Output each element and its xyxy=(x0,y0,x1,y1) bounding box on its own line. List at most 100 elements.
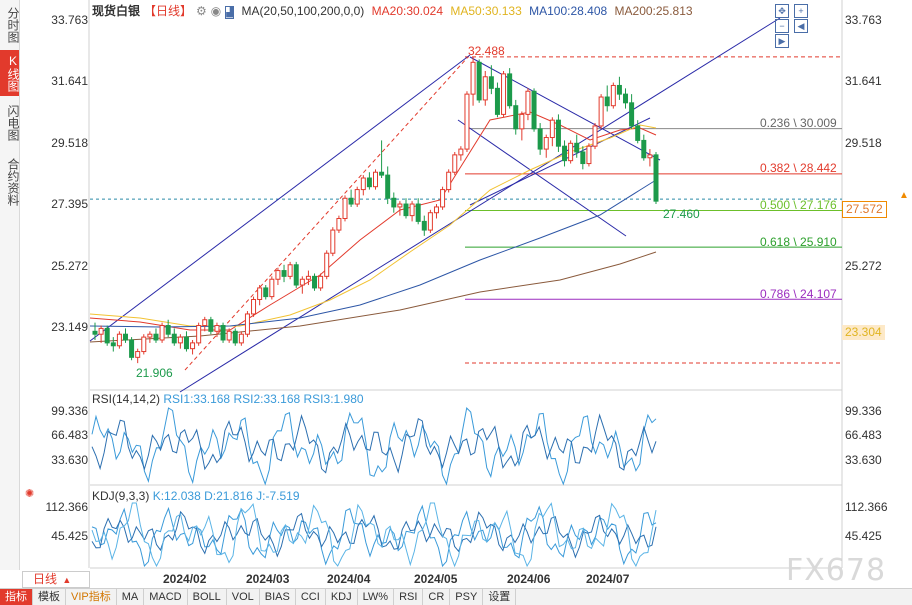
trend-channel-lower xyxy=(179,17,781,393)
kdj-k-value: K:12.038 xyxy=(152,489,201,503)
tab-lightning[interactable]: 闪电图 xyxy=(6,105,20,141)
candle-body xyxy=(379,171,385,176)
ma-price-badge: 23.304 xyxy=(842,325,885,340)
candle-body xyxy=(275,270,281,280)
kdj-legend: KDJ(9,3,3) K:12.038 D:21.816 J:-7.519 xyxy=(92,489,300,503)
candle-body xyxy=(452,154,458,173)
candle-body xyxy=(568,142,574,162)
kdj-tick-right: 112.366 xyxy=(845,500,888,514)
indicator-tab[interactable]: 指标 xyxy=(0,589,33,605)
indicator-tab[interactable]: VIP指标 xyxy=(66,589,117,605)
indicator-tab[interactable]: VOL xyxy=(227,589,260,605)
candle-body xyxy=(507,73,513,107)
scroll-right-icon[interactable]: ▶ xyxy=(775,34,789,48)
candle-body xyxy=(598,96,604,127)
scroll-left-icon[interactable]: ◀ xyxy=(794,19,808,33)
indicator-tab[interactable]: CCI xyxy=(296,589,326,605)
kdj-tick-left: 45.425 xyxy=(51,529,88,543)
price-alert-icon[interactable]: ▲ xyxy=(899,190,909,201)
period-selector[interactable]: 日线 ▲ xyxy=(22,571,90,588)
candle-body xyxy=(226,330,232,341)
kdj-tick-right: 45.425 xyxy=(845,529,882,543)
indicator-bar: 指标 模板 VIP指标 MA MACD BOLL VOL BIAS CCI KDJ LW% RSI CR… xyxy=(0,588,912,605)
candle-body xyxy=(116,333,122,347)
price-tick-right: 33.763 xyxy=(845,13,882,27)
settings-icon[interactable]: ⚙ xyxy=(196,4,207,18)
rsi1-value: RSI1:33.168 xyxy=(163,392,231,406)
candle-body xyxy=(580,151,586,165)
tab-intraday[interactable]: 分时图 xyxy=(6,7,20,43)
candle-body xyxy=(244,313,250,335)
candle-body xyxy=(251,298,257,315)
price-tick-left: 23.149 xyxy=(51,320,88,334)
candle-body xyxy=(330,229,336,254)
indicator-tab[interactable]: PSY xyxy=(450,589,484,605)
kdj-tick-left: 112.366 xyxy=(45,500,89,514)
candle-body xyxy=(574,142,580,153)
candle-body xyxy=(122,333,128,341)
candle-body xyxy=(202,319,208,327)
candle-body xyxy=(409,203,415,217)
candle-body xyxy=(336,218,342,231)
time-tick: 2024/06 xyxy=(507,572,551,586)
candle-body xyxy=(129,339,135,358)
candle-body xyxy=(549,119,555,139)
candle-body xyxy=(287,264,293,277)
rsi-tick-left: 99.336 xyxy=(51,404,88,418)
candle-body xyxy=(147,333,153,338)
ma200-line xyxy=(89,251,657,343)
time-tick: 2024/07 xyxy=(586,572,630,586)
last-low-annotation: 27.460 xyxy=(663,207,700,221)
candle-body xyxy=(476,61,482,101)
kdj-k-line xyxy=(91,504,657,568)
price-tick-left: 33.763 xyxy=(51,13,88,27)
candle-body xyxy=(391,197,397,208)
instrument-name: 现货白银 xyxy=(92,4,141,18)
time-tick: 2024/02 xyxy=(163,572,207,586)
candle-body xyxy=(177,336,183,344)
candle-body xyxy=(470,61,476,95)
ma100-line xyxy=(89,179,657,328)
indicator-tab[interactable]: CR xyxy=(423,589,451,605)
kdj-settings-icon[interactable]: ✺ xyxy=(25,488,35,500)
candle-body xyxy=(373,171,378,188)
candle-body xyxy=(263,287,269,298)
indicator-tab[interactable]: 设置 xyxy=(483,589,517,605)
candle-body xyxy=(98,327,104,335)
zoom-out-icon[interactable]: − xyxy=(775,19,789,33)
candle-body xyxy=(446,171,452,191)
candle-body xyxy=(421,220,427,231)
chart-edit-icon[interactable]: ▟ xyxy=(225,6,235,19)
indicator-tab[interactable]: BOLL xyxy=(188,589,227,605)
eye-icon[interactable]: ◉ xyxy=(210,4,222,18)
expand-icon[interactable]: ✥ xyxy=(775,4,789,18)
ma-legend: 现货白银 【日线】 ⚙ ◉ ▟ MA(20,50,100,200,0,0) MA20:3… xyxy=(92,2,697,19)
candle-body xyxy=(629,102,635,127)
zoom-in-icon[interactable]: + xyxy=(794,4,808,18)
high-annotation: 32.488 xyxy=(468,44,505,58)
candle-body xyxy=(141,336,147,353)
tab-contract-info[interactable]: 合约资料 xyxy=(6,158,20,206)
candle-body xyxy=(397,203,403,208)
period-label: 日线 xyxy=(33,572,58,586)
candle-body xyxy=(342,197,348,220)
tab-kline[interactable]: K线图 xyxy=(0,50,20,96)
indicator-tab[interactable]: 模板 xyxy=(33,589,66,605)
indicator-tab[interactable]: BIAS xyxy=(260,589,296,605)
candle-body xyxy=(196,325,202,344)
indicator-tab[interactable]: MA xyxy=(117,589,145,605)
period-tag: 【日线】 xyxy=(144,4,193,18)
indicator-tab[interactable]: KDJ xyxy=(326,589,358,605)
indicator-tab[interactable]: MACD xyxy=(144,589,188,605)
price-tick-left: 31.641 xyxy=(51,74,88,88)
candle-body xyxy=(543,137,549,150)
indicator-tab[interactable]: LW% xyxy=(358,589,395,605)
time-tick: 2024/05 xyxy=(414,572,458,586)
indicator-tab[interactable]: RSI xyxy=(394,589,424,605)
ma20-value: MA20:30.024 xyxy=(371,4,444,18)
candle-body xyxy=(537,128,543,150)
fib-label-0236: 0.236 \ 30.009 xyxy=(760,116,837,130)
candle-body xyxy=(153,333,159,341)
fib-label-0786: 0.786 \ 24.107 xyxy=(760,287,837,301)
